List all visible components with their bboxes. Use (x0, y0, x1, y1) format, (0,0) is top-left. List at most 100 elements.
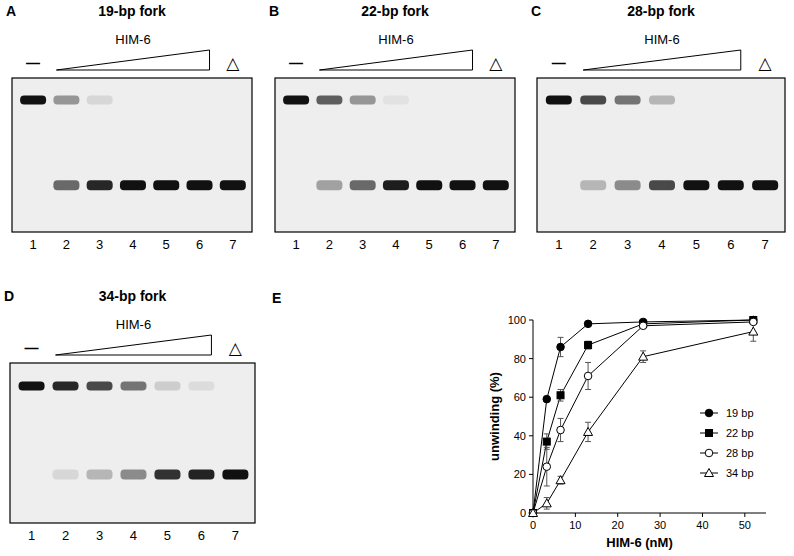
substrate-band (187, 96, 213, 105)
lane-number: 6 (198, 528, 205, 543)
data-point (639, 322, 647, 330)
concentration-wedge (56, 335, 212, 355)
concentration-wedge (56, 50, 209, 70)
error-bar (585, 362, 591, 389)
lane-number: 5 (426, 237, 433, 252)
lane-number: 6 (459, 237, 466, 252)
product-band (188, 469, 214, 479)
enzyme-label: HIM-6 (116, 317, 151, 332)
lane-number: 6 (727, 237, 734, 252)
legend-marker (706, 430, 713, 437)
product-band (87, 469, 113, 479)
product-band (222, 469, 248, 479)
legend-label: 19 bp (726, 407, 754, 419)
substrate-band (283, 96, 309, 105)
product-band (416, 180, 442, 190)
lane-number: 1 (30, 237, 37, 252)
control-label: — (25, 340, 39, 356)
error-bar-cap (585, 362, 591, 363)
lane-number: 7 (232, 528, 239, 543)
legend: 19 bp22 bp28 bp34 bp (700, 407, 754, 479)
control-label: — (26, 55, 40, 71)
lane-number: 4 (658, 237, 665, 252)
substrate-band (120, 96, 146, 105)
substrate-band (120, 381, 146, 390)
substrate-band (383, 96, 409, 105)
gel-title: 34-bp fork (99, 288, 167, 304)
substrate-band (546, 96, 572, 105)
y-axis-label: unwinding (%) (487, 372, 502, 461)
data-point (529, 509, 538, 517)
product-band (383, 180, 409, 190)
product-band (752, 180, 778, 190)
heat-label: △ (759, 54, 773, 73)
x-tick-label: 50 (739, 519, 751, 531)
control-label: — (289, 55, 303, 71)
x-tick-label: 10 (569, 519, 581, 531)
y-axis (533, 320, 534, 513)
product-band (483, 180, 509, 190)
data-point (557, 343, 565, 351)
product-band (220, 180, 246, 190)
lane-number: 4 (392, 237, 399, 252)
lane-number: 2 (62, 528, 69, 543)
background (0, 0, 794, 556)
panel-label: E (272, 290, 281, 306)
enzyme-label: HIM-6 (644, 32, 679, 47)
gel (10, 363, 255, 523)
gel (537, 78, 785, 232)
lane-number: 7 (229, 237, 236, 252)
gel-title: 19-bp fork (98, 3, 166, 19)
error-bar (585, 341, 591, 349)
substrate-band (19, 381, 45, 390)
gel-panel: C28-bp forkHIM-6—△1234567 (531, 3, 785, 252)
gel-title: 22-bp fork (361, 3, 429, 19)
substrate-band (316, 96, 342, 105)
y-tick-label: 60 (514, 391, 526, 403)
error-bar (544, 434, 550, 449)
error-bar-cap (558, 441, 564, 442)
lane-number: 3 (624, 237, 631, 252)
legend-marker (705, 469, 714, 477)
substrate-band (718, 96, 744, 105)
product-band (615, 180, 641, 190)
substrate-band (188, 381, 214, 390)
error-bar-cap (585, 389, 591, 390)
substrate-band (416, 96, 442, 105)
product-band (649, 180, 675, 190)
gel-panel: B22-bp forkHIM-6—△1234567 (269, 3, 515, 252)
error-bar-cap (558, 337, 564, 338)
product-band (153, 180, 179, 190)
error-bar (558, 418, 564, 441)
substrate-band (752, 96, 778, 105)
error-bar-cap (585, 441, 591, 442)
panel-label: D (4, 288, 14, 304)
product-band (450, 180, 476, 190)
product-band (87, 180, 113, 190)
substrate-band (580, 96, 606, 105)
product-band (683, 180, 709, 190)
y-tick (529, 358, 533, 359)
error-bar-cap (750, 341, 756, 342)
x-tick-label: 40 (696, 519, 708, 531)
data-point (639, 352, 648, 360)
y-tick-label: 80 (514, 353, 526, 365)
lane-number: 7 (762, 237, 769, 252)
product-band (53, 180, 79, 190)
control-label: — (552, 55, 566, 71)
data-point (530, 510, 537, 517)
lane-number: 7 (492, 237, 499, 252)
lane-number: 6 (196, 237, 203, 252)
x-axis (533, 513, 766, 514)
error-bar-cap (558, 356, 564, 357)
data-point (585, 342, 592, 349)
substrate-band (350, 96, 376, 105)
y-tick-label: 100 (508, 314, 526, 326)
lane-number: 1 (555, 237, 562, 252)
substrate-band (220, 96, 246, 105)
line-chart: E02040608010001020304050HIM-6 (nM)unwind… (272, 290, 766, 550)
product-band (546, 180, 572, 190)
substrate-band (154, 381, 180, 390)
error-bar-cap (558, 389, 564, 390)
x-tick (744, 513, 745, 517)
